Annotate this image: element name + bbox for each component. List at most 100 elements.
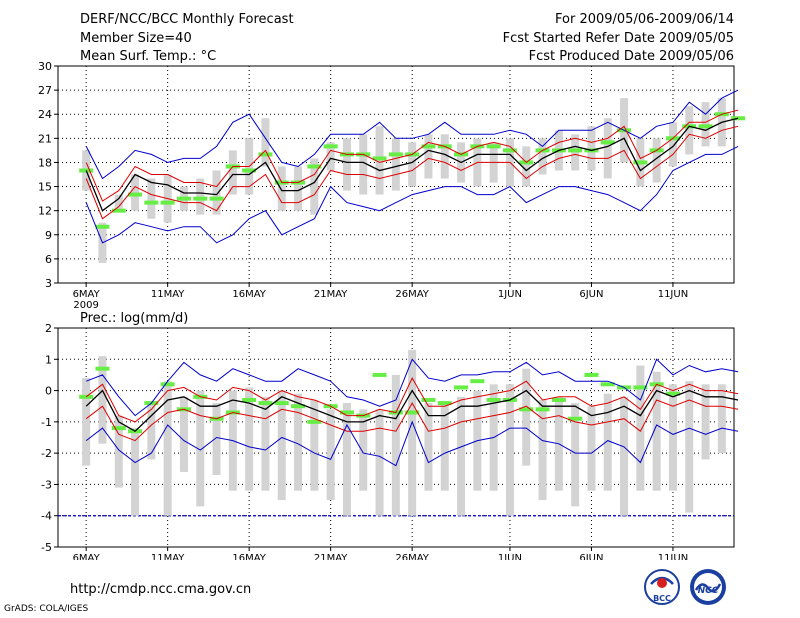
box-day-31: [571, 403, 580, 507]
box-day-33: [603, 393, 612, 491]
chart-title: DERF/NCC/BCC Monthly Forecast: [80, 12, 294, 27]
observed-marker: [372, 372, 387, 377]
x-tick-label: 11MAY: [151, 553, 185, 560]
box-day-17: [342, 403, 351, 516]
box-day-8: [196, 390, 205, 507]
observed-marker: [454, 385, 469, 390]
source-url[interactable]: http://cmdp.ncc.cma.gov.cn: [70, 582, 252, 597]
observed-marker: [600, 382, 615, 387]
plot-frame: [57, 65, 735, 284]
observed-marker: [535, 407, 550, 412]
box-day-23: [440, 134, 449, 179]
box-day-24: [457, 396, 466, 516]
box-day-17: [342, 138, 351, 191]
observed-marker: [372, 156, 387, 161]
box-day-21: [408, 142, 417, 187]
observed-marker: [519, 407, 534, 412]
series-ensemble-min: [85, 145, 739, 244]
series-ensemble-max: [86, 358, 739, 417]
observed-marker: [176, 196, 191, 201]
box-day-39: [701, 384, 710, 460]
y-tick-label: 3: [45, 277, 52, 290]
x-tick-label: 21MAY: [314, 553, 348, 560]
observed-marker: [111, 426, 126, 431]
box-day-16: [326, 409, 335, 501]
x-tick-label: 6JUN: [579, 289, 603, 300]
forecast-produced-label: Fcst Produced Date 2009/05/06: [528, 49, 734, 64]
box-day-38: [685, 106, 694, 155]
series-ensemble-max: [85, 89, 739, 180]
box-day-37: [668, 384, 677, 491]
y-tick-label: 6: [45, 253, 52, 266]
x-tick-label: 26MAY: [395, 553, 429, 560]
y-tick-label: 30: [38, 60, 52, 73]
box-day-31: [571, 134, 580, 171]
forecast-started-label: Fcst Started Refer Date 2009/05/05: [502, 31, 734, 46]
box-day-32: [587, 406, 596, 491]
box-day-36: [652, 371, 661, 491]
box-day-14: [294, 166, 303, 211]
observed-marker: [633, 385, 648, 390]
box-day-18: [359, 409, 368, 491]
box-day-4: [131, 174, 140, 211]
observed-marker: [665, 391, 680, 396]
x-tick-label: 11JUN: [658, 289, 688, 300]
observed-marker: [209, 196, 224, 201]
observed-marker: [95, 224, 110, 229]
box-day-4: [131, 428, 140, 516]
box-day-39: [701, 102, 710, 147]
x-tick-label: 16MAY: [232, 553, 266, 560]
grads-credit: GrADS: COLA/IGES: [4, 604, 89, 614]
box-day-29: [538, 138, 547, 175]
series-ensemble-mean: [85, 117, 739, 212]
series-ensemble-min: [85, 420, 739, 467]
y-tick-label: -2: [41, 447, 52, 460]
observed-marker: [698, 124, 713, 129]
series-mean-minus-sd: [85, 399, 739, 442]
observed-marker: [242, 397, 257, 402]
box-day-38: [685, 381, 694, 513]
box-day-19: [375, 126, 384, 195]
box-day-1: [82, 378, 91, 466]
box-day-9: [212, 403, 221, 476]
y-tick-label: 18: [38, 156, 52, 169]
ncc-logo-text: NCC: [698, 586, 719, 596]
box-day-11: [245, 387, 254, 491]
x-tick-label: 16MAY: [232, 289, 266, 300]
box-day-18: [359, 134, 368, 195]
x-tick-label: 11JUN: [658, 553, 688, 560]
box-day-33: [603, 118, 612, 179]
y-tick-label: 27: [38, 84, 52, 97]
observed-marker: [486, 397, 501, 402]
y-tick-label: 1: [45, 353, 52, 366]
y-tick-label: 24: [38, 108, 52, 121]
series-ensemble-mean: [85, 389, 739, 433]
box-day-3: [114, 194, 123, 211]
observed-marker: [584, 372, 599, 377]
bcc-logo-text: BCC: [653, 594, 671, 603]
y-tick-label: 21: [38, 132, 52, 145]
box-day-32: [587, 126, 596, 171]
box-day-20: [391, 374, 400, 516]
forecast-period-label: For 2009/05/06-2009/06/14: [555, 12, 734, 27]
box-day-2: [98, 356, 107, 444]
observed-marker: [274, 401, 289, 406]
prec-panel-title: Prec.: log(mm/d): [80, 311, 188, 326]
observed-marker: [307, 419, 322, 424]
box-day-21: [408, 349, 417, 516]
series-mean-minus-sd: [85, 125, 739, 220]
box-day-36: [652, 138, 661, 183]
observed-marker: [160, 200, 175, 205]
ncc-logo: NCC: [690, 569, 726, 605]
temperature-chart: 3 6 9 12 15 18 21 24 27 30 6MAY 11MAY 16MAY 21MAY 26MA…: [38, 60, 746, 311]
observed-marker: [470, 379, 485, 384]
box-day-13: [277, 390, 286, 501]
observed-marker: [258, 152, 273, 157]
box-day-9: [212, 170, 221, 215]
observed-marker: [437, 401, 452, 406]
box-day-29: [538, 399, 547, 501]
x-tick-label: 1JUN: [498, 289, 522, 300]
observed-marker: [128, 192, 143, 197]
observed-marker: [144, 200, 159, 205]
